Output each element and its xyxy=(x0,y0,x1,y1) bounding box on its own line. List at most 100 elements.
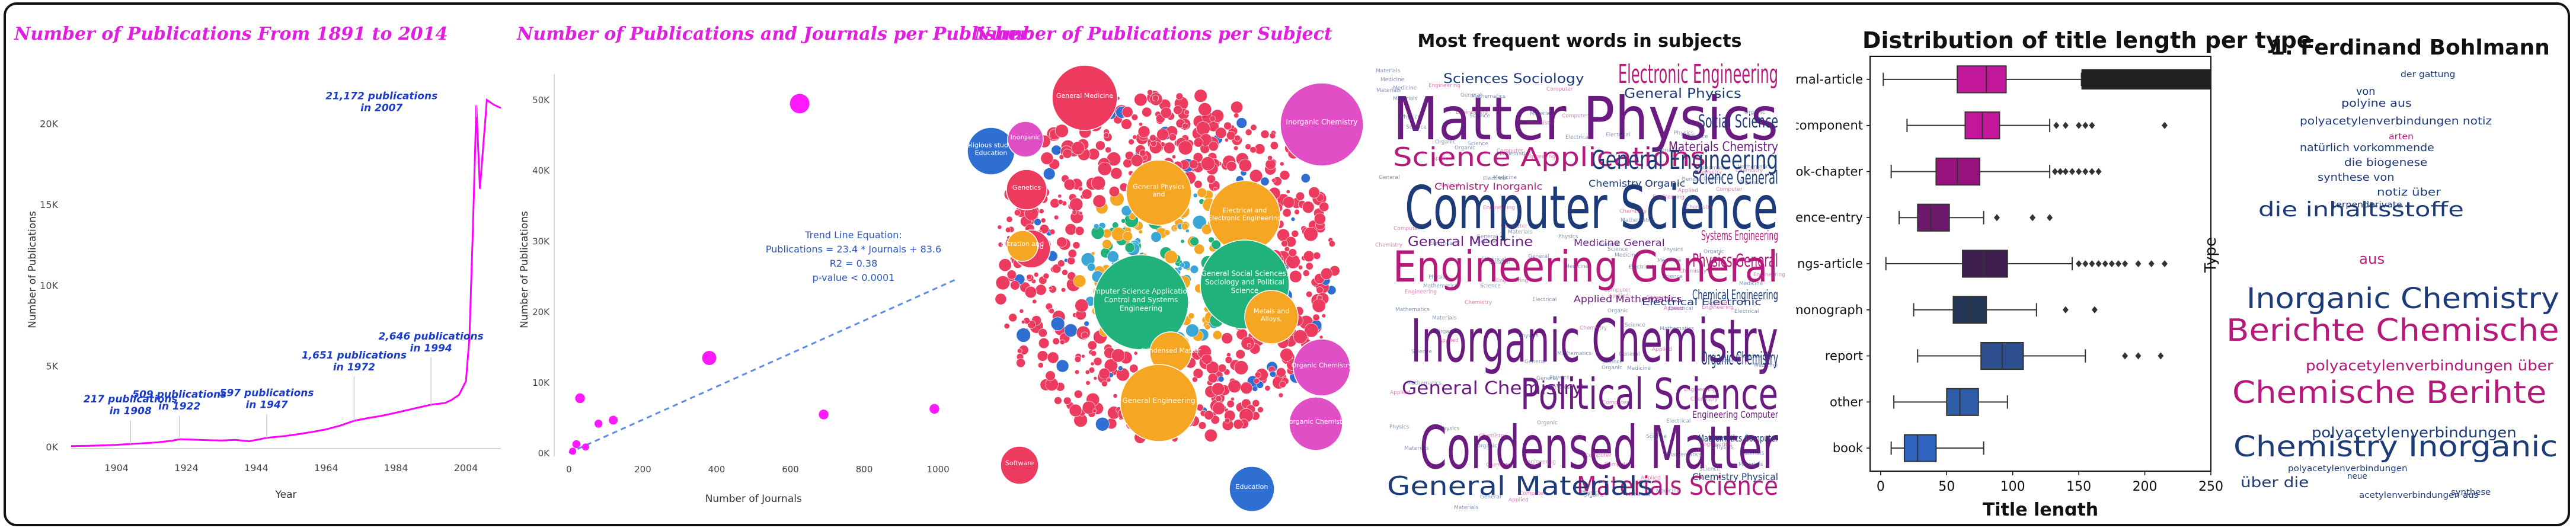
word-cloud-filler-word: Computer xyxy=(1604,287,1631,293)
subject-bubble-label: Religious studies, Education xyxy=(966,141,1019,156)
subject-bubble-small xyxy=(1193,137,1204,148)
subject-bubble-small xyxy=(1226,131,1236,140)
subject-bubble-small xyxy=(1279,161,1284,167)
subject-bubble-small xyxy=(1065,223,1077,236)
subject-bubble-label: General Engineering xyxy=(1122,396,1195,405)
author-word: aus xyxy=(2359,251,2385,267)
subject-bubble-small xyxy=(1019,309,1024,314)
word-cloud-filler-word: Mathematics xyxy=(1407,380,1442,386)
word-cloud-filler-word: Physics xyxy=(1428,274,1449,280)
y-tick-label: report xyxy=(1825,349,1863,363)
word-cloud-filler-word: General xyxy=(1480,494,1501,500)
word-cloud-filler-word: Organic xyxy=(1455,145,1475,151)
word-cloud-word: Chemistry Inorganic xyxy=(1434,181,1542,192)
outlier-point xyxy=(2076,260,2082,267)
subject-bubble-small xyxy=(1278,392,1284,398)
subject-bubble-small xyxy=(1302,201,1315,213)
word-cloud-word: General Physics xyxy=(1624,87,1741,101)
subject-bubble-small xyxy=(1075,299,1089,313)
word-cloud-filler-word: Medicine xyxy=(1737,354,1762,360)
subject-bubble-small xyxy=(1069,404,1082,417)
subject-bubble-small xyxy=(1196,121,1210,136)
x-tick-label: 250 xyxy=(2198,479,2223,494)
y-tick-label: other xyxy=(1830,395,1863,409)
subject-bubble-small xyxy=(1118,366,1123,371)
y-tick-label: 50K xyxy=(532,95,550,105)
word-cloud-filler-word: Science xyxy=(1699,466,1720,472)
author-word: polyacetylenverbindungen über xyxy=(2306,357,2553,374)
series-line xyxy=(71,98,501,447)
subject-bubble-small xyxy=(1212,402,1226,415)
subject-bubble-small xyxy=(1056,236,1068,248)
word-cloud-filler-word: Electrical xyxy=(1734,309,1759,315)
word-cloud-filler-word: Mathematics xyxy=(1660,326,1694,332)
trend-line xyxy=(568,278,957,454)
word-cloud-word: General Engineering xyxy=(1591,145,1778,175)
subject-bubble-small xyxy=(1296,191,1305,201)
subject-bubble-small xyxy=(1288,248,1297,257)
x-tick-label: 600 xyxy=(782,464,799,475)
word-cloud-word: Political Science xyxy=(1520,369,1778,419)
word-cloud-filler-word: Computer xyxy=(1519,491,1546,497)
subject-bubble-small xyxy=(1054,124,1069,138)
x-tick-label: 1904 xyxy=(104,462,129,474)
subject-bubble-small xyxy=(1194,89,1207,103)
subject-bubble-small xyxy=(1132,135,1137,140)
author-word: Chemische Berihte xyxy=(2232,375,2546,411)
word-cloud-filler-word: Engineering xyxy=(1700,442,1732,447)
word-cloud-word: Systems Engineering xyxy=(1701,229,1778,244)
subject-bubble-small xyxy=(1252,399,1260,407)
subject-bubble-small xyxy=(1321,314,1326,318)
subject-bubble-small xyxy=(1201,353,1213,364)
word-cloud-filler-word: Mathematics xyxy=(1557,351,1591,357)
subject-bubble-small xyxy=(1088,367,1095,373)
subject-bubble-small xyxy=(1212,382,1225,396)
word-cloud-filler-word: Electrical xyxy=(1669,306,1693,312)
annotation-label: 597 publications in 1947 xyxy=(220,388,314,411)
y-tick-label: proceedings-article xyxy=(1796,257,1863,271)
annotation-label: 21,172 publications in 2007 xyxy=(325,91,437,114)
word-cloud-filler-word: General xyxy=(1536,376,1557,382)
subject-bubble-small xyxy=(1271,178,1276,183)
word-cloud-word: Electronic Engineering xyxy=(1618,59,1778,89)
subject-bubble-small xyxy=(1093,376,1098,380)
subject-bubble-small xyxy=(1131,114,1138,121)
subject-bubble xyxy=(1244,290,1299,344)
subject-bubble-small xyxy=(1107,251,1119,263)
subject-bubble-label: Condensed Matter xyxy=(1140,347,1201,354)
subject-bubble-small xyxy=(1206,174,1216,184)
subject-bubble-small xyxy=(1235,349,1245,359)
subject-bubble xyxy=(1120,364,1198,442)
subject-bubble-small xyxy=(1224,137,1229,142)
subject-bubble-small xyxy=(1245,143,1252,150)
y-tick-label: component xyxy=(1796,119,1863,133)
subject-bubble-small xyxy=(1067,257,1076,265)
word-cloud-filler-word: Applied xyxy=(1641,475,1661,481)
word-cloud-word: Medicine General xyxy=(1574,237,1665,248)
subject-bubble-label: General Medicine xyxy=(1056,92,1113,100)
subject-bubble-small xyxy=(1284,246,1290,252)
subject-bubble-small xyxy=(1008,313,1017,322)
subject-bubble-small xyxy=(1057,260,1065,267)
outlier-point xyxy=(2161,260,2168,267)
subject-bubble-small xyxy=(1253,378,1260,385)
subject-bubble-small xyxy=(1043,273,1050,280)
word-cloud-filler-word: Organic xyxy=(1537,420,1558,426)
subject-bubble-small xyxy=(1320,267,1333,280)
word-cloud-filler-word: Organic xyxy=(1607,308,1628,314)
author-word: von xyxy=(2356,85,2375,98)
subject-bubble-small xyxy=(1308,186,1320,199)
y-tick-label: book-chapter xyxy=(1796,164,1863,178)
subject-bubble-small xyxy=(1092,194,1106,208)
subject-bubble-small xyxy=(1084,321,1089,327)
subject-bubble-small xyxy=(1108,186,1120,197)
word-cloud-filler-word: Engineering xyxy=(1753,272,1785,278)
subject-bubble-small xyxy=(1328,240,1336,248)
word-cloud-word: Engineering General xyxy=(1393,242,1778,292)
word-cloud-filler-word: Physics xyxy=(1581,490,1601,496)
subject-bubble-small xyxy=(1040,152,1054,165)
outlier-point xyxy=(2052,168,2059,175)
word-cloud-filler-word: Physics xyxy=(1550,385,1570,391)
word-cloud-filler-word: Electrical xyxy=(1481,257,1506,263)
subject-bubble-small xyxy=(1276,367,1286,378)
